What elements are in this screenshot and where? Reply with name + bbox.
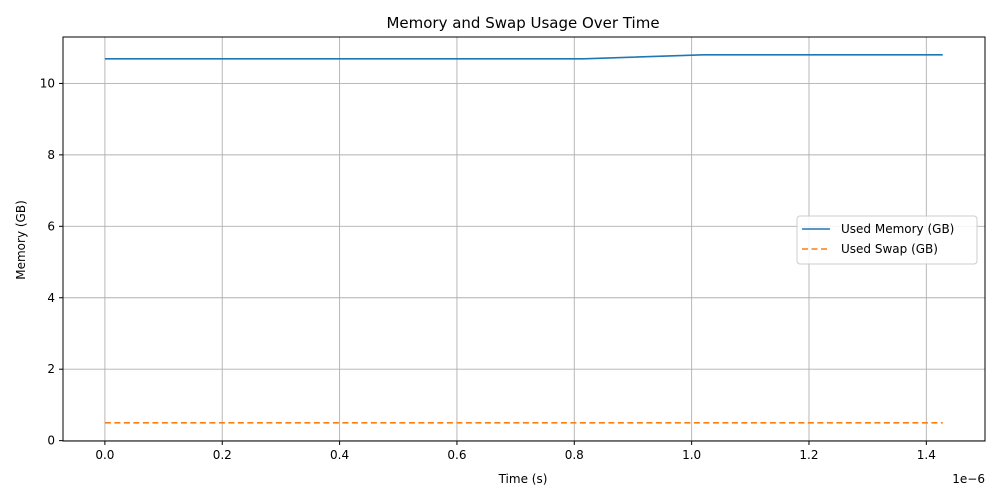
x-tick-label: 0.6: [447, 448, 466, 462]
y-tick-label: 0: [47, 434, 55, 448]
axes: [62, 36, 986, 442]
x-axis-offset-label: 1e−6: [952, 472, 985, 486]
y-tick-label: 8: [47, 148, 55, 162]
x-tick-label: 1.2: [799, 448, 818, 462]
plot-frame: [62, 36, 986, 442]
y-axis-label: Memory (GB): [14, 200, 28, 280]
legend-label: Used Swap (GB): [841, 242, 938, 256]
x-tick-label: 1.4: [917, 448, 936, 462]
y-tick-label: 10: [40, 76, 55, 90]
legend: Used Memory (GB) Used Swap (GB): [796, 215, 978, 265]
x-tick-label: 0.2: [213, 448, 232, 462]
legend-label: Used Memory (GB): [841, 222, 954, 236]
x-tick-label: 0.0: [95, 448, 114, 462]
x-tick-label: 0.8: [565, 448, 584, 462]
x-tick-label: 0.4: [330, 448, 349, 462]
y-tick-label: 4: [47, 291, 55, 305]
chart-title: Memory and Swap Usage Over Time: [386, 14, 659, 32]
ticks: 0.0 0.2 0.4 0.6 0.8 1.0 1.2 1.4 0 2 4 6 8 10: [40, 76, 936, 462]
x-tick-label: 1.0: [682, 448, 701, 462]
y-tick-label: 6: [47, 219, 55, 233]
y-tick-label: 2: [47, 362, 55, 376]
legend-box: [796, 215, 978, 265]
x-axis-label: Time (s): [498, 472, 548, 486]
used-memory-line: [104, 54, 943, 60]
series-lines: [104, 54, 943, 424]
